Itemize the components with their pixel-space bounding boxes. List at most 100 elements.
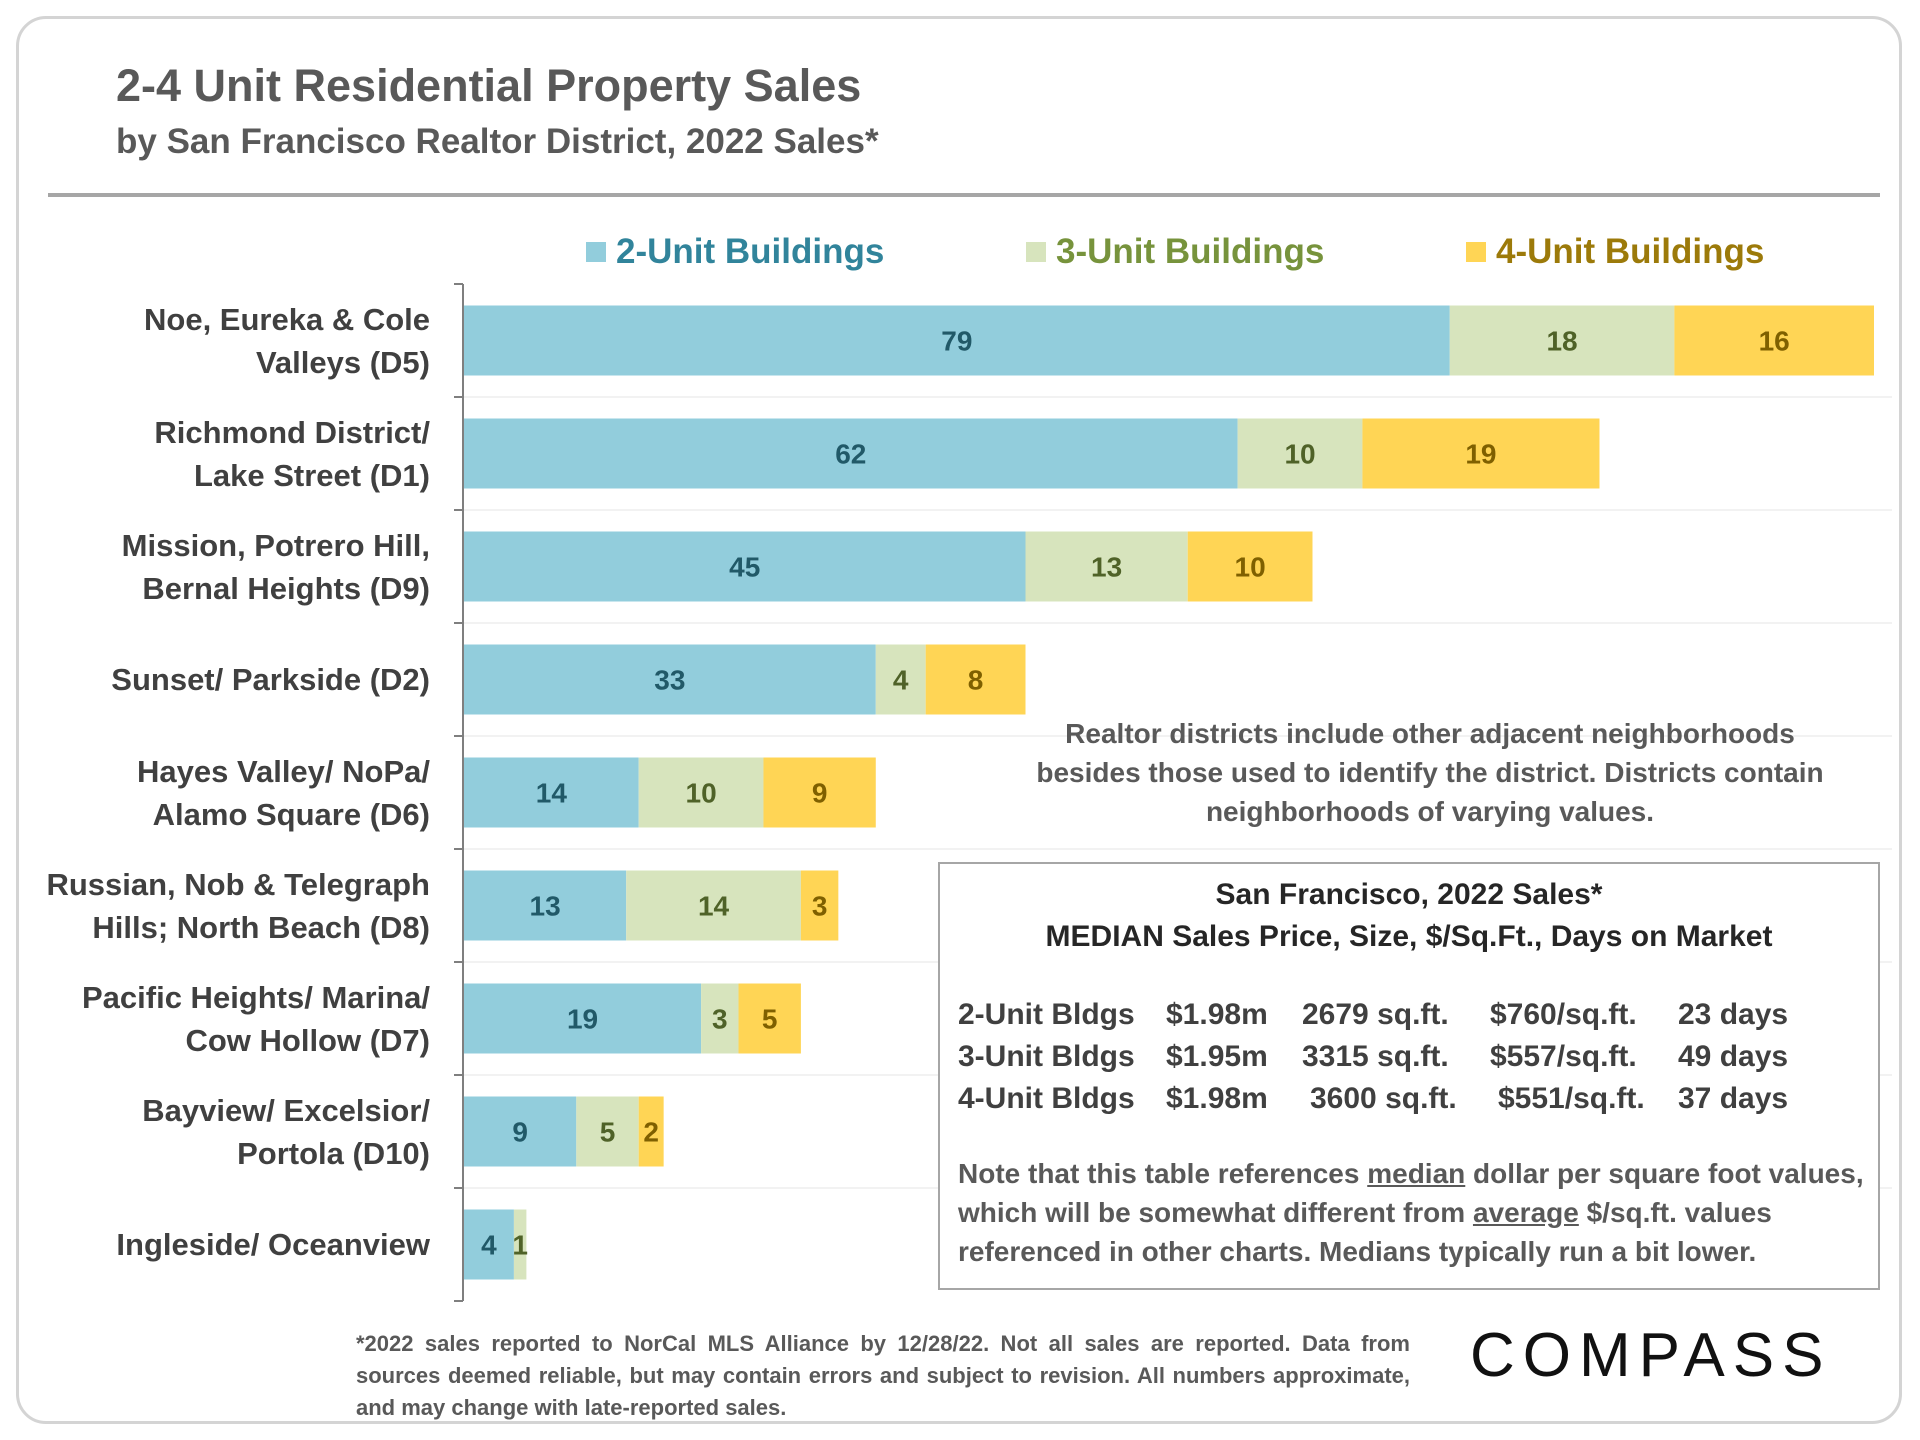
bar-value-label: 10 [1235,552,1266,583]
bar-segment [638,757,764,828]
stats-note-text: Note that this table references [958,1158,1368,1189]
stats-note-emphasis: median [1367,1158,1466,1189]
bar-segment [1362,418,1600,489]
legend-swatch-2-unit [586,242,606,262]
stats-ppsf: $760/sq.ft. [1490,998,1637,1031]
category-label: Richmond District/Lake Street (D1) [10,411,430,497]
category-label-line: Noe, Eureka & Cole [144,301,430,337]
bar-segment [763,757,876,828]
stats-type: 2-Unit Bldgs [958,998,1135,1031]
bar-segment [464,1096,577,1167]
stats-note-text: $/sq.ft. values referenced in other char… [958,1197,1772,1267]
bar-segment [464,1209,514,1280]
bar-segment [1449,305,1675,376]
bar-segment [513,1209,527,1280]
category-label-line: Bernal Heights (D9) [142,570,430,606]
category-label-line: Lake Street (D1) [193,457,430,493]
stats-note-emphasis: average [1472,1197,1579,1228]
bar-segment [1237,418,1363,489]
category-label-line: Hayes Valley/ NoPa/ [137,753,430,789]
bar-value-label: 13 [530,891,561,922]
category-label-line: Bayview/ Excelsior/ [142,1092,430,1128]
legend-item-3-unit: 3-Unit Buildings [1026,230,1324,274]
bar-value-label: 9 [512,1117,528,1148]
stats-type: 4-Unit Bldgs [958,1082,1135,1115]
footnote: *2022 sales reported to NorCal MLS Allia… [356,1331,1410,1420]
legend-item-4-unit: 4-Unit Buildings [1466,230,1764,274]
legend-label-2-unit: 2-Unit Buildings [616,232,885,271]
category-label: Ingleside/ Oceanview [10,1223,430,1266]
bar-value-label: 2 [643,1117,659,1148]
bar-value-label: 4 [893,665,909,696]
bar-segment [464,870,627,941]
category-label-line: Richmond District/ [154,414,430,450]
stats-dom: 49 days [1678,1040,1789,1073]
category-label: Hayes Valley/ NoPa/Alamo Square (D6) [10,750,430,836]
bar-segment [925,644,1026,715]
category-label-line: Russian, Nob & Telegraph [46,866,430,902]
bar-value-label: 5 [600,1117,616,1148]
bar-value-label: 19 [1465,439,1496,470]
bar-value-label: 1 [512,1230,528,1261]
bar-value-label: 14 [698,891,730,922]
bar-value-label: 18 [1546,326,1577,357]
bar-segment [875,644,926,715]
category-label: Mission, Potrero Hill, Bernal Heights (D9… [10,524,430,610]
bar-value-label: 19 [567,1004,598,1035]
bar-segment [464,305,1450,376]
legend-label-4-unit: 4-Unit Buildings [1496,232,1765,271]
compass-logo: COMPASS [1470,1321,1832,1390]
stats-price: $1.98m [1166,1082,1268,1115]
category-label-line: Cow Hollow (D7) [185,1022,430,1058]
stats-price: $1.98m [1166,998,1268,1031]
category-label-line: Mission, Potrero Hill, [121,527,430,563]
bar-segment [464,757,639,828]
category-label-line: Valleys (D5) [255,344,430,380]
bar-value-label: 16 [1759,326,1790,357]
bar-segment [1187,531,1313,602]
chart-subtitle: by San Francisco Realtor District, 2022 … [116,122,879,161]
bar-segment [464,983,702,1054]
stats-note-text: dollar per square foot values, which wil… [958,1158,1864,1228]
bar-segment [1025,531,1188,602]
bar-value-label: 79 [941,326,972,357]
bar-segment [464,644,876,715]
category-label: Sunset/ Parkside (D2) [10,658,430,701]
category-label-line: Hills; North Beach (D8) [92,909,430,945]
stats-size: 2679 sq.ft. [1302,998,1449,1031]
bar-value-label: 10 [686,778,717,809]
category-label: Pacific Heights/ Marina/Cow Hollow (D7) [10,976,430,1062]
category-label: Noe, Eureka & Cole Valleys (D5) [10,298,430,384]
bar-segment [701,983,739,1054]
bar-segment [738,983,801,1054]
bar-segment [464,418,1238,489]
bar-value-label: 3 [812,891,828,922]
category-label: Bayview/ Excelsior/Portola (D10) [10,1089,430,1175]
stats-dom: 23 days [1678,998,1789,1031]
category-label-line: Portola (D10) [237,1135,430,1171]
bar-value-label: 8 [968,665,984,696]
legend-swatch-4-unit [1466,242,1486,262]
stats-ppsf: $557/sq.ft. [1490,1040,1637,1073]
stats-type: 3-Unit Bldgs [958,1040,1135,1073]
legend-label-3-unit: 3-Unit Buildings [1056,232,1325,271]
bar-value-label: 14 [536,778,568,809]
title-divider [48,193,1880,197]
bar-value-label: 33 [654,665,685,696]
legend-item-2-unit: 2-Unit Buildings [586,230,884,274]
category-label: Russian, Nob & Telegraph Hills; North Bea… [10,863,430,949]
bar-value-label: 62 [835,439,866,470]
stats-note: Note that this table references median d… [958,1154,1868,1271]
bar-segment [638,1096,664,1167]
bar-value-label: 10 [1284,439,1315,470]
stats-ppsf: $551/sq.ft. [1498,1082,1645,1115]
stats-price: $1.95m [1166,1040,1268,1073]
stats-size: 3315 sq.ft. [1302,1040,1449,1073]
bar-value-label: 45 [729,552,760,583]
bar-value-label: 13 [1091,552,1122,583]
bar-value-label: 4 [481,1230,497,1261]
bar-segment [1674,305,1874,376]
bar-value-label: 5 [762,1004,778,1035]
chart-title: 2-4 Unit Residential Property Sales [116,60,862,111]
